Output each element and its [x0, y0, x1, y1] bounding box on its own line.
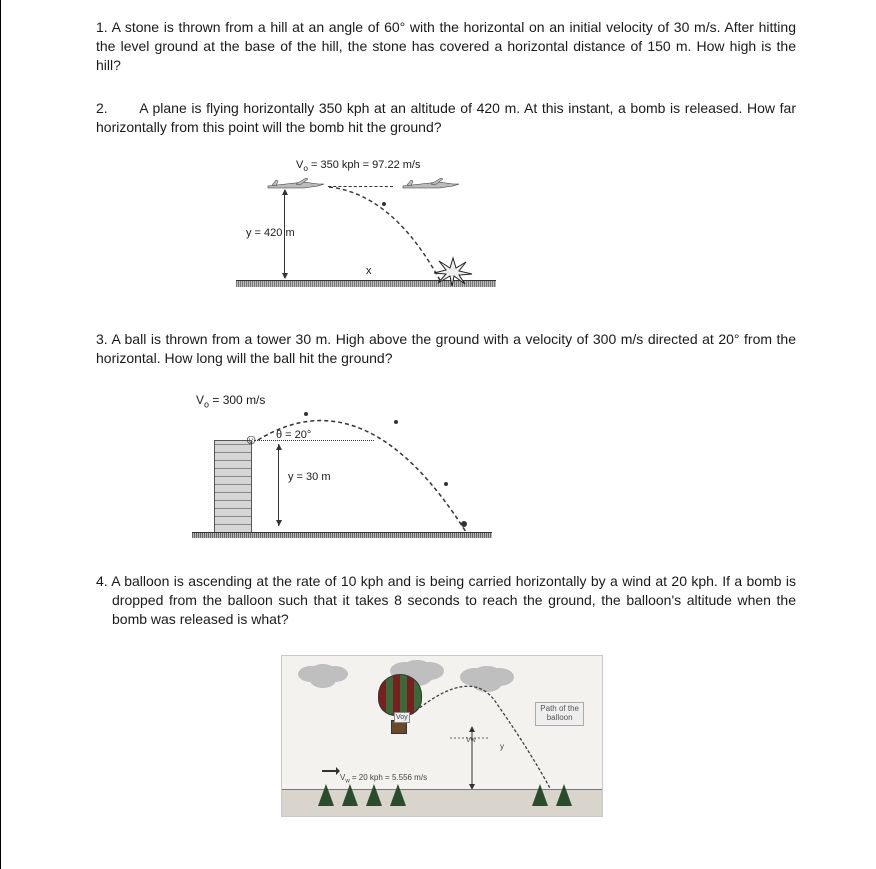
problem-3: 3. A ball is thrown from a tower 30 m. H… [96, 330, 796, 368]
fig3-ground [192, 532, 492, 538]
cloud-icon [310, 664, 336, 680]
problem-4-number: 4. [96, 573, 108, 589]
explosion-icon [432, 256, 474, 286]
tree-icon [556, 784, 572, 806]
fig4-voy-label: Voy [394, 712, 410, 723]
figure-balloon-wrap: Voy Vw y Path of the balloon Vw = 20 kph… [281, 655, 611, 817]
fig4-vw-short: Vw [466, 736, 476, 745]
fig2-vo-label: Vo = 350 kph = 97.22 m/s [296, 158, 420, 174]
figure-plane-bomb: Vo = 350 kph = 97.22 m/s y = 420 m x [176, 160, 506, 320]
wind-arrow-icon [322, 766, 340, 776]
problem-3-number: 3. [96, 331, 108, 347]
fig4-path-label: Path of the balloon [535, 702, 584, 726]
fig3-trajectory-arc [256, 404, 476, 534]
cloud-icon [472, 666, 502, 684]
problem-3-text: A ball is thrown from a tower 30 m. High… [96, 331, 796, 366]
tree-icon [342, 784, 358, 806]
tree-icon [366, 784, 382, 806]
tree-icon [532, 784, 548, 806]
figure-balloon-bomb: Voy Vw y Path of the balloon Vw = 20 kph… [281, 655, 603, 817]
problem-2-text: A plane is flying horizontally 350 kph a… [96, 100, 796, 135]
problem-1: 1. A stone is thrown from a hill at an a… [96, 18, 796, 75]
figure-tower-ball: Vo = 300 m/s ☺ θ = 20° y = 30 m [176, 392, 506, 562]
fig3-vo-label: Vo = 300 m/s [196, 392, 265, 411]
fig2-x-label: x [366, 264, 372, 279]
problem-4: 4. A balloon is ascending at the rate of… [112, 572, 796, 629]
fig2-y-label: y = 420 m [246, 226, 295, 241]
fig3-height-arrow [278, 444, 279, 526]
tower-icon [214, 440, 252, 534]
plane-left-icon [266, 176, 326, 197]
problem-1-text: A stone is thrown from a hill at an angl… [96, 19, 796, 73]
problem-1-number: 1. [96, 19, 108, 35]
problem-2: 2. A plane is flying horizontally 350 kp… [96, 99, 796, 137]
fig4-trajectory-arc [412, 684, 562, 794]
problem-2-number: 2. [96, 100, 108, 116]
tree-icon [390, 784, 406, 806]
tree-icon [318, 784, 334, 806]
fig4-y-label: y [500, 742, 504, 753]
fig3-y-label: y = 30 m [288, 470, 331, 485]
problem-4-text: A balloon is ascending at the rate of 10… [111, 573, 796, 627]
